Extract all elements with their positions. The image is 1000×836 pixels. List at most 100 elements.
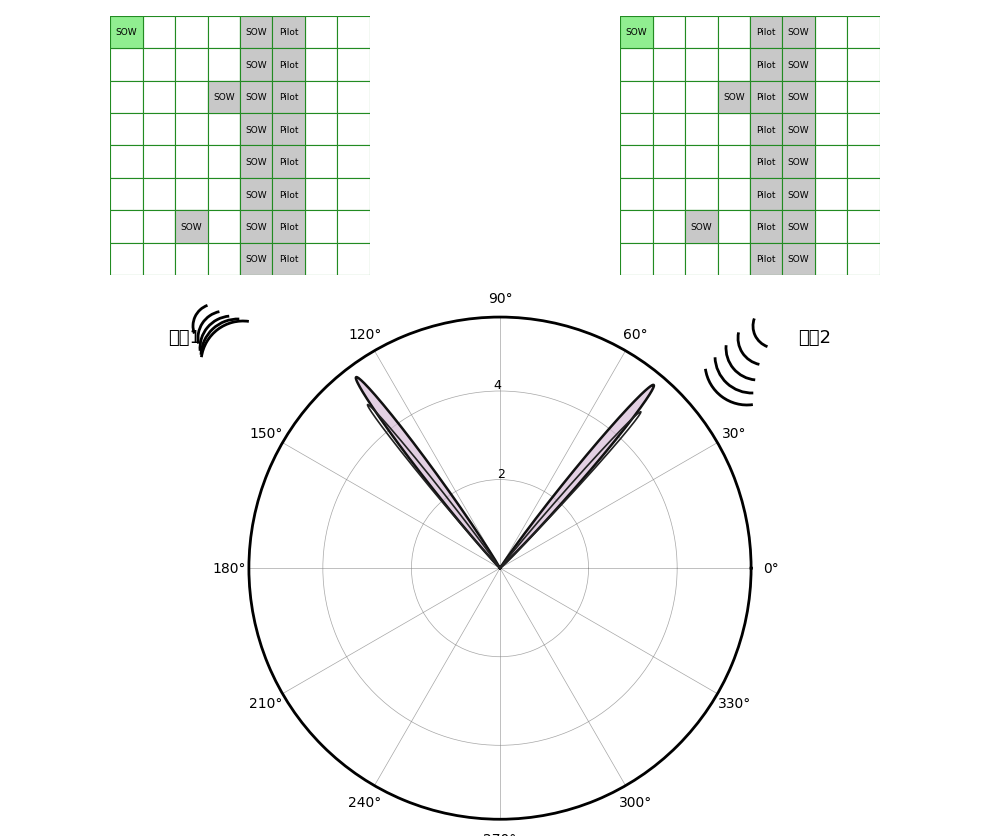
Bar	[110, 179, 143, 212]
Bar	[337, 146, 370, 179]
Bar	[847, 211, 880, 243]
Bar	[847, 49, 880, 82]
Bar	[272, 211, 305, 243]
Bar	[208, 114, 240, 146]
Bar	[305, 243, 337, 276]
Text: SOW: SOW	[788, 28, 809, 38]
Bar	[620, 114, 653, 146]
Bar	[847, 179, 880, 212]
Text: SOW: SOW	[116, 28, 137, 38]
Bar	[240, 17, 272, 49]
Polygon shape	[356, 378, 500, 568]
Text: SOW: SOW	[245, 93, 267, 102]
Bar	[110, 146, 143, 179]
Bar	[653, 146, 685, 179]
Bar	[750, 17, 782, 49]
Bar	[337, 49, 370, 82]
Bar	[240, 146, 272, 179]
Text: Pilot: Pilot	[279, 191, 298, 200]
Bar	[782, 82, 815, 114]
Bar	[305, 179, 337, 212]
Bar	[847, 82, 880, 114]
Bar	[305, 17, 337, 49]
Bar	[782, 179, 815, 212]
Bar	[815, 179, 847, 212]
Text: Pilot: Pilot	[756, 125, 776, 135]
Bar	[685, 82, 718, 114]
Text: SOW: SOW	[181, 222, 202, 232]
Bar	[782, 17, 815, 49]
Bar	[110, 243, 143, 276]
Bar	[240, 17, 272, 49]
Bar	[305, 49, 337, 82]
Text: SOW: SOW	[788, 158, 809, 167]
Bar	[175, 146, 208, 179]
Bar	[337, 17, 370, 49]
Text: Pilot: Pilot	[279, 158, 298, 167]
Bar	[718, 146, 750, 179]
Bar	[337, 243, 370, 276]
Bar	[272, 146, 305, 179]
Bar	[750, 114, 782, 146]
Bar	[175, 211, 208, 243]
Bar	[337, 82, 370, 114]
Bar	[750, 243, 782, 276]
Bar	[782, 114, 815, 146]
Bar	[272, 17, 305, 49]
Bar	[143, 82, 175, 114]
Bar	[305, 82, 337, 114]
Bar	[847, 17, 880, 49]
Bar	[685, 243, 718, 276]
Bar	[782, 146, 815, 179]
Text: SOW: SOW	[245, 61, 267, 70]
Bar	[272, 49, 305, 82]
Bar	[337, 179, 370, 212]
Text: SOW: SOW	[723, 93, 745, 102]
Bar	[240, 49, 272, 82]
Bar	[208, 146, 240, 179]
Bar	[240, 114, 272, 146]
Bar	[685, 49, 718, 82]
Text: SOW: SOW	[245, 28, 267, 38]
Bar	[143, 146, 175, 179]
Bar	[782, 49, 815, 82]
Text: Pilot: Pilot	[279, 255, 298, 264]
Bar	[240, 243, 272, 276]
Text: SOW: SOW	[245, 255, 267, 264]
Bar	[143, 114, 175, 146]
Bar	[240, 114, 272, 146]
Bar	[750, 146, 782, 179]
Bar	[175, 243, 208, 276]
Bar	[750, 179, 782, 212]
Bar	[750, 49, 782, 82]
Text: SOW: SOW	[691, 222, 712, 232]
Bar	[110, 49, 143, 82]
Text: Pilot: Pilot	[279, 61, 298, 70]
Bar	[143, 211, 175, 243]
Text: 用户1: 用户1	[169, 329, 201, 347]
Bar	[143, 243, 175, 276]
Bar	[750, 17, 782, 49]
Bar	[272, 211, 305, 243]
Text: SOW: SOW	[245, 125, 267, 135]
Bar	[620, 17, 653, 49]
Bar	[718, 179, 750, 212]
Bar	[337, 211, 370, 243]
Bar	[208, 179, 240, 212]
Text: Pilot: Pilot	[279, 93, 298, 102]
Bar	[272, 179, 305, 212]
Bar	[208, 17, 240, 49]
Bar	[653, 17, 685, 49]
Bar	[847, 243, 880, 276]
Bar	[653, 211, 685, 243]
Bar	[782, 146, 815, 179]
Text: Pilot: Pilot	[279, 222, 298, 232]
Text: Pilot: Pilot	[756, 222, 776, 232]
Bar	[782, 243, 815, 276]
Bar	[653, 82, 685, 114]
Bar	[620, 179, 653, 212]
Bar	[815, 17, 847, 49]
Bar	[272, 179, 305, 212]
Bar	[305, 146, 337, 179]
Bar	[750, 179, 782, 212]
